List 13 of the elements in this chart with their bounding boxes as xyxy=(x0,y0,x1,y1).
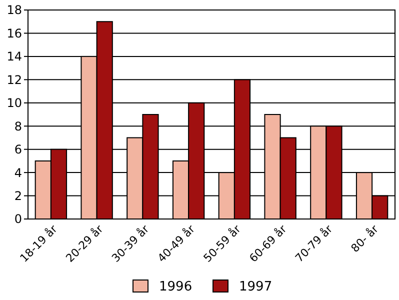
legend-label: 1997 xyxy=(239,280,272,295)
y-tick-label: 10 xyxy=(6,96,22,110)
y-tick-label: 14 xyxy=(6,50,22,64)
y-tick-label: 6 xyxy=(14,142,22,157)
y-tick-label: 12 xyxy=(6,72,22,87)
y-tick-label: 8 xyxy=(14,119,22,134)
legend-label: 1996 xyxy=(159,280,192,295)
x-tick-label: 80- år xyxy=(348,222,382,255)
y-tick-label: 0 xyxy=(14,212,22,226)
y-tick-label: 4 xyxy=(14,166,22,180)
y-tick-label: 16 xyxy=(6,26,22,40)
y-tick-label: 2 xyxy=(14,188,22,203)
y-tick-label: 18 xyxy=(6,3,22,18)
